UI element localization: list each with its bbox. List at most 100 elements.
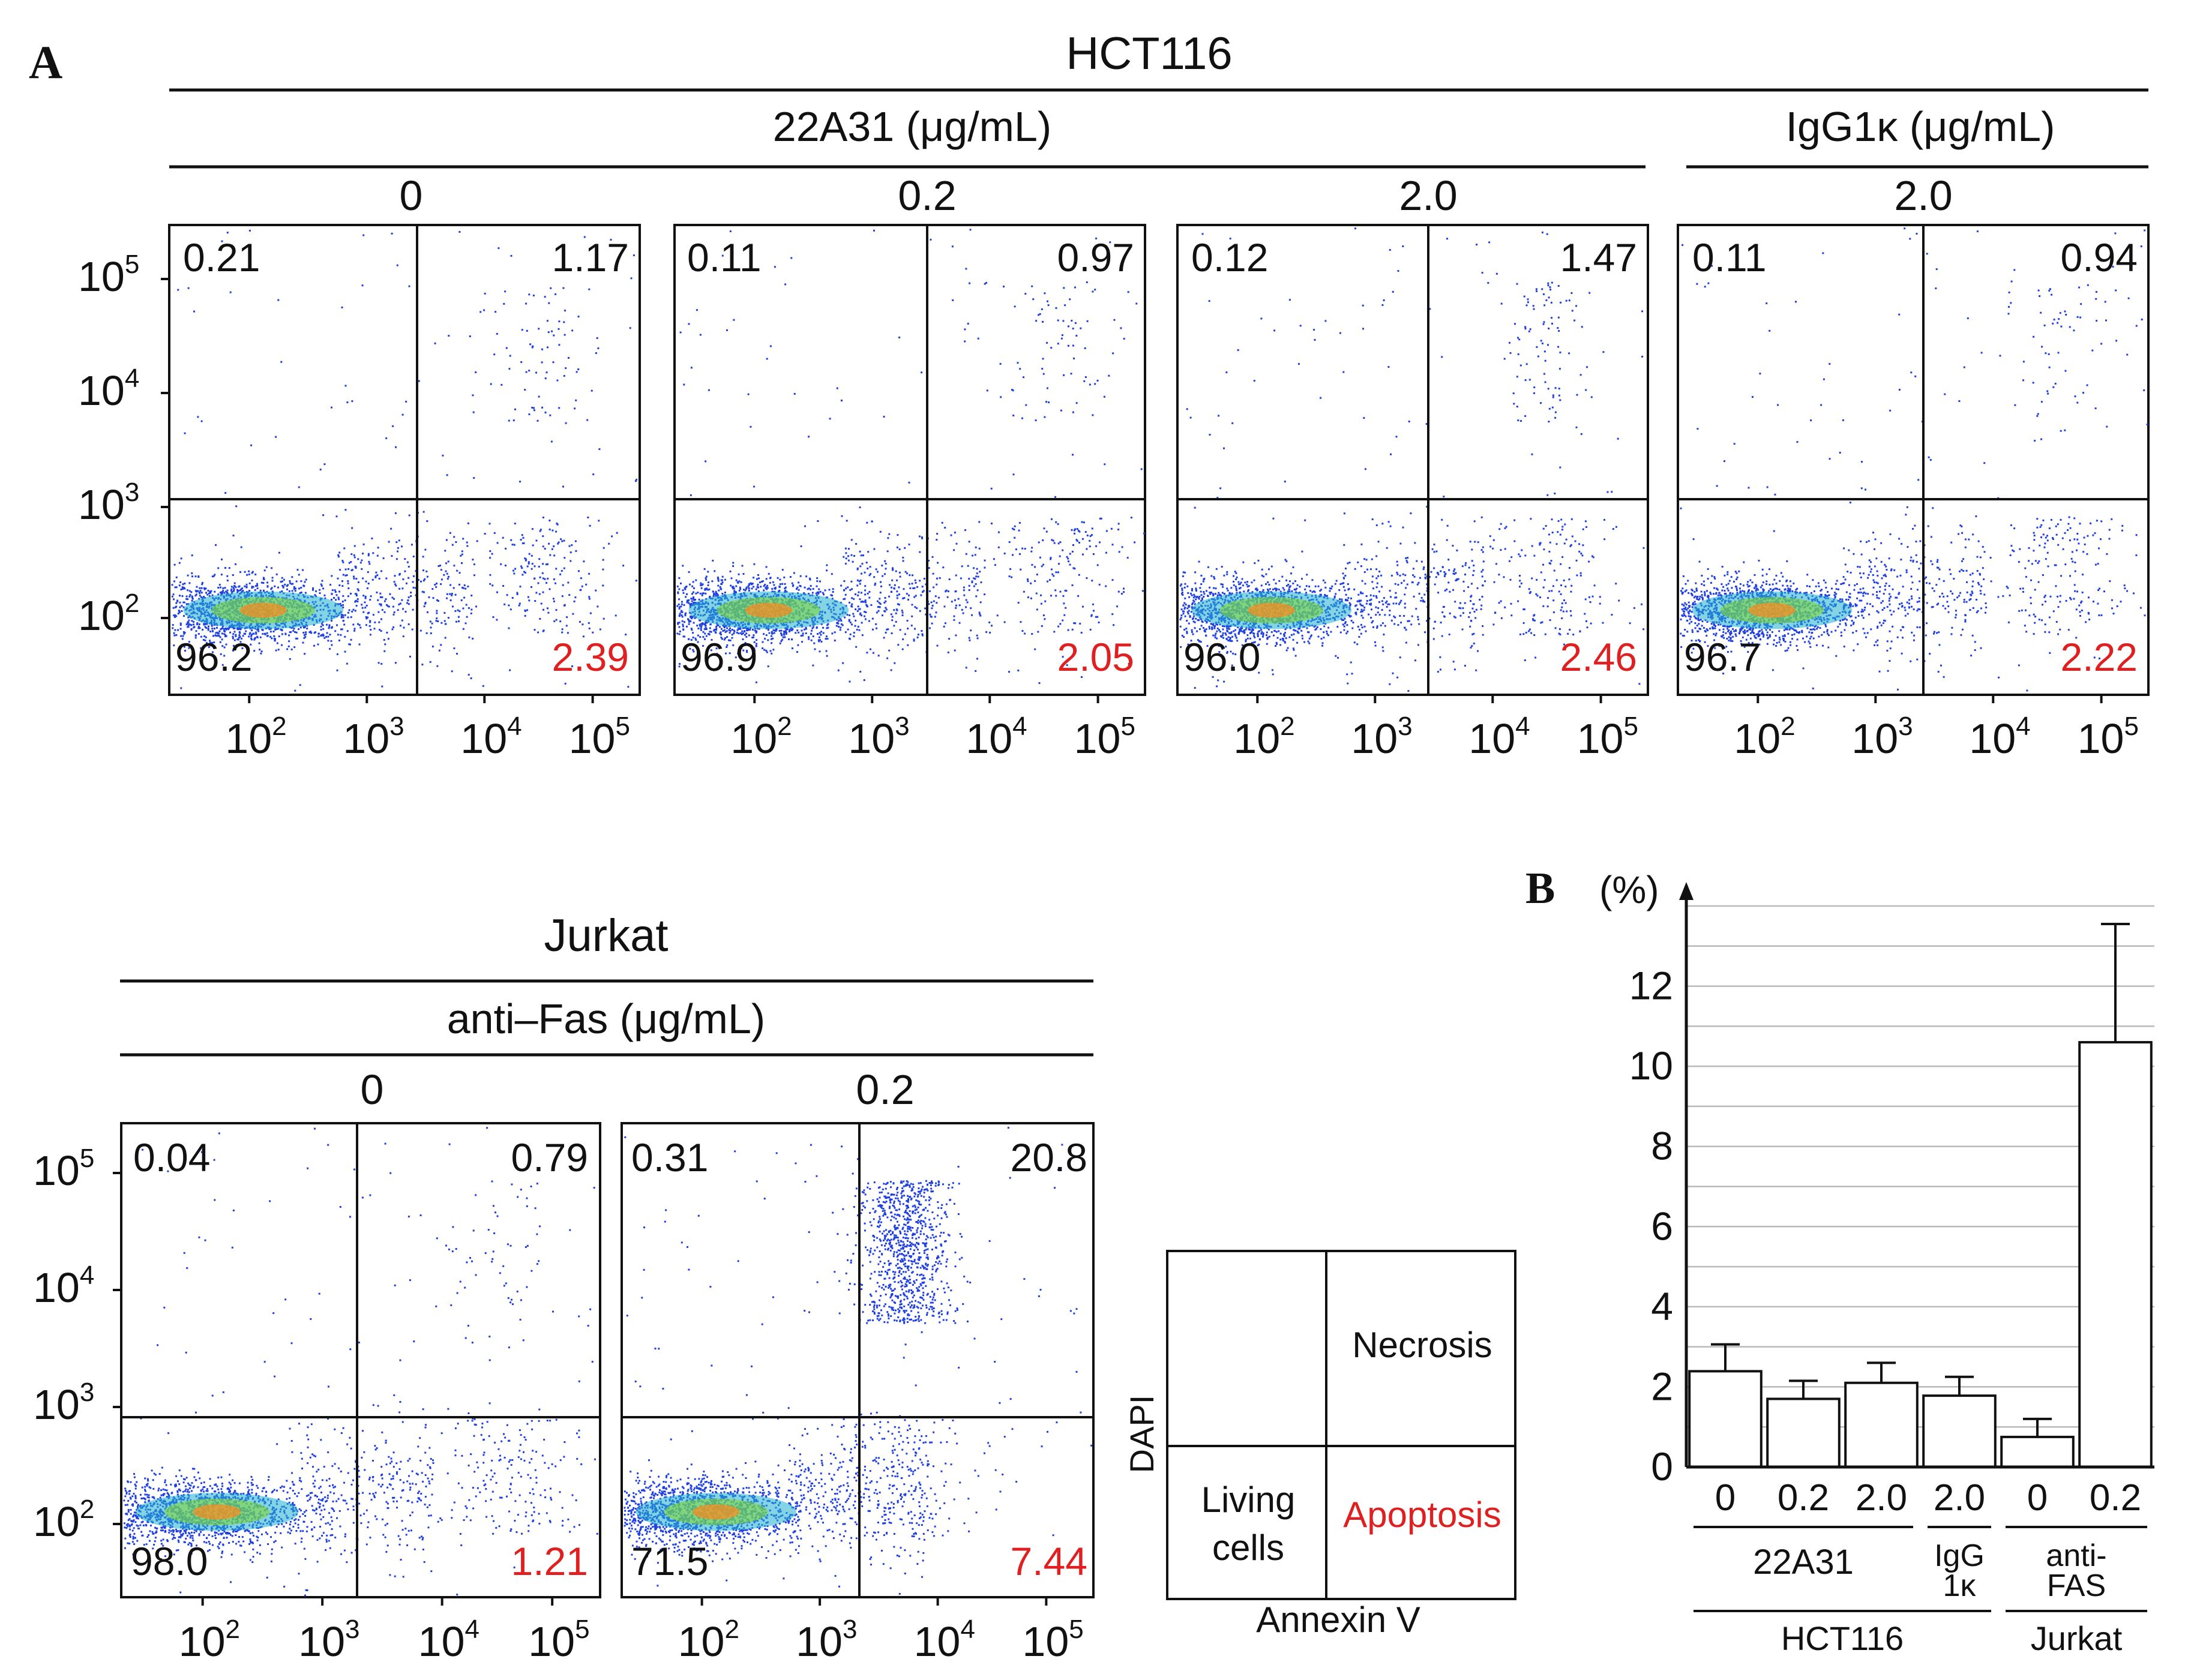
event-dot xyxy=(890,613,892,616)
event-dot xyxy=(524,572,526,574)
event-dot xyxy=(868,590,871,593)
event-dot xyxy=(199,590,202,592)
event-dot xyxy=(720,631,722,634)
flow-plot-a2: 0.12 1.47 96.0 2.46 xyxy=(1176,224,1649,696)
event-dot xyxy=(809,578,811,581)
event-dot xyxy=(224,492,227,494)
event-dot xyxy=(1047,580,1048,583)
event-dot xyxy=(246,574,248,576)
event-dot xyxy=(1030,550,1033,553)
event-dot xyxy=(763,589,765,592)
event-dot xyxy=(299,626,302,629)
event-dot xyxy=(179,606,181,608)
event-dot xyxy=(502,536,504,539)
event-dot xyxy=(746,650,748,652)
event-dot xyxy=(1078,530,1081,533)
event-dot xyxy=(298,628,300,631)
event-dot xyxy=(568,545,571,547)
event-dot xyxy=(717,577,719,578)
event-dot xyxy=(189,594,191,596)
event-dot xyxy=(204,626,206,628)
event-dot xyxy=(251,586,253,588)
event-dot xyxy=(266,585,269,587)
event-dot xyxy=(1096,379,1099,382)
event-dot xyxy=(1192,615,1195,617)
event-dot xyxy=(449,593,451,595)
event-dot xyxy=(745,587,747,590)
event-dot xyxy=(244,585,246,587)
event-dot xyxy=(872,652,874,654)
event-dot xyxy=(250,634,253,636)
event-dot xyxy=(732,644,735,646)
event-dot xyxy=(777,577,779,579)
event-dot xyxy=(386,631,388,634)
event-dot xyxy=(347,611,349,614)
event-dot xyxy=(196,622,199,624)
event-dot xyxy=(635,480,637,482)
event-dot xyxy=(1242,561,1245,563)
event-dot xyxy=(544,578,546,580)
event-dot xyxy=(541,361,543,364)
event-dot xyxy=(868,596,871,599)
event-dot xyxy=(677,591,679,593)
event-dot xyxy=(364,597,367,599)
event-dot xyxy=(222,590,224,592)
quadrant-ll-value: 96.2 xyxy=(175,635,252,679)
event-dot xyxy=(426,575,428,578)
event-dot xyxy=(235,634,237,636)
event-dot xyxy=(353,577,355,580)
event-dot xyxy=(185,595,188,598)
event-dot xyxy=(555,293,557,295)
event-dot xyxy=(217,635,219,637)
event-dot xyxy=(194,575,197,578)
event-dot xyxy=(443,620,446,622)
event-dot xyxy=(509,355,511,357)
event-dot xyxy=(891,579,894,581)
event-dot xyxy=(858,591,860,593)
event-dot xyxy=(1423,593,1426,596)
event-dot xyxy=(333,597,335,599)
event-dot xyxy=(767,639,769,641)
event-dot xyxy=(743,631,745,633)
event-dot xyxy=(1008,671,1010,673)
event-dot xyxy=(350,592,352,595)
event-dot xyxy=(1084,531,1087,533)
event-dot xyxy=(588,627,591,629)
event-dot xyxy=(1092,290,1094,293)
event-dot xyxy=(564,310,566,312)
event-dot xyxy=(683,383,685,386)
event-dot xyxy=(1012,415,1015,416)
event-dot xyxy=(682,623,684,626)
event-dot xyxy=(1068,344,1069,347)
event-dot xyxy=(171,595,173,598)
event-dot xyxy=(883,602,886,604)
event-dot xyxy=(707,571,709,573)
quadrant-ur-value: 0.97 xyxy=(1057,235,1134,280)
event-dot xyxy=(772,637,774,640)
event-dot xyxy=(347,587,350,589)
event-dot xyxy=(241,647,244,649)
event-dot xyxy=(489,550,491,552)
event-dot xyxy=(531,563,533,565)
event-dot xyxy=(896,590,898,593)
event-dot xyxy=(1127,291,1129,293)
event-dot xyxy=(508,604,510,607)
event-dot xyxy=(1261,568,1263,571)
event-dot xyxy=(236,591,239,593)
event-dot xyxy=(544,296,546,298)
event-dot xyxy=(1360,608,1363,611)
event-dot xyxy=(860,554,862,557)
event-dot xyxy=(369,620,371,622)
event-dot xyxy=(1050,595,1052,597)
event-dot xyxy=(753,636,754,638)
event-dot xyxy=(854,625,856,627)
event-dot xyxy=(1062,320,1065,322)
event-dot xyxy=(696,309,698,311)
event-dot xyxy=(1363,607,1366,609)
event-dot xyxy=(524,609,526,611)
event-dot xyxy=(786,628,789,631)
event-dot xyxy=(800,545,802,547)
event-dot xyxy=(274,585,276,587)
event-dot xyxy=(331,593,333,595)
event-dot xyxy=(178,611,181,614)
